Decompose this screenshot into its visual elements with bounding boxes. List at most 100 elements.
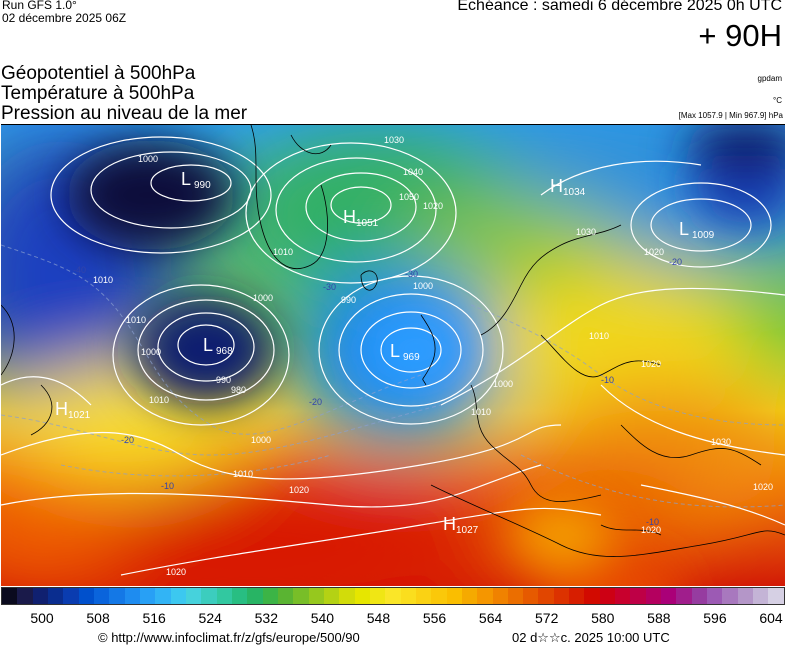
- svg-text:1010: 1010: [149, 395, 169, 405]
- legend-swatch: [645, 588, 662, 604]
- svg-text:1009: 1009: [692, 230, 715, 241]
- legend-swatch: [155, 588, 171, 604]
- legend-swatch: [293, 588, 309, 604]
- pressure-system: H 1051: [343, 207, 379, 229]
- svg-text:1010: 1010: [471, 407, 491, 417]
- legend-tick-label: 516: [142, 610, 166, 626]
- weather-map[interactable]: L 990 H 1051 H 1034 L 1009 L 968 L 969 H 1021 H…: [1, 124, 785, 586]
- svg-text:1020: 1020: [423, 201, 443, 211]
- pressure-systems: L 990 H 1051 H 1034 L 1009 L 968 L 969 H 1021 H…: [55, 169, 715, 536]
- legend-tick-label: 508: [86, 610, 110, 626]
- svg-text:-10: -10: [601, 375, 614, 385]
- isobar-labels: 1000 1010 1030 1040 1050 1030 1020 1010 …: [93, 135, 773, 577]
- legend-swatch: [400, 588, 416, 604]
- svg-text:1000: 1000: [493, 379, 513, 389]
- pressure-system: H 1021: [55, 399, 91, 421]
- legend-swatch: [109, 588, 125, 604]
- legend-swatch: [523, 588, 539, 604]
- legend-swatch: [446, 588, 462, 604]
- legend-swatch: [584, 588, 600, 604]
- svg-text:968: 968: [216, 346, 233, 357]
- svg-text:H: H: [343, 207, 356, 227]
- legend-swatch: [507, 588, 524, 604]
- run-label: Run GFS 1.0°: [2, 0, 77, 12]
- legend-swatch: [707, 588, 723, 604]
- legend-swatch: [139, 588, 156, 604]
- legend-swatch: [553, 588, 570, 604]
- legend-swatch: [231, 588, 248, 604]
- svg-text:990: 990: [216, 375, 231, 385]
- pressure-system: L 968: [203, 335, 233, 357]
- svg-text:1030: 1030: [576, 227, 596, 237]
- legend-swatch: [630, 588, 646, 604]
- legend-swatch: [753, 588, 769, 604]
- legend-tick-label: 588: [647, 610, 671, 626]
- svg-text:L: L: [390, 341, 400, 361]
- legend-tick-label: 556: [422, 610, 447, 626]
- svg-text:-10: -10: [646, 517, 659, 527]
- svg-text:-30: -30: [405, 269, 418, 279]
- legend-swatch: [691, 588, 708, 604]
- geopotential-field: [1, 125, 785, 586]
- legend-tick-label: 564: [478, 610, 503, 626]
- svg-text:-40: -40: [73, 265, 86, 275]
- temperature-labels: -40 -30 -20 -20 -30 -20 -10 -10 -10: [73, 257, 682, 527]
- legend-swatch: [63, 588, 79, 604]
- legend-tick-label: 500: [30, 610, 54, 626]
- legend-swatch: [722, 588, 738, 604]
- issue-time: 02 d☆☆c. 2025 10:00 UTC: [512, 630, 670, 645]
- svg-text:L: L: [679, 219, 689, 239]
- legend-swatch: [737, 588, 754, 604]
- svg-text:1050: 1050: [399, 192, 419, 202]
- legend-swatch: [385, 588, 401, 604]
- svg-text:1027: 1027: [456, 525, 479, 536]
- legend-swatch: [599, 588, 616, 604]
- legend-swatch: [339, 588, 355, 604]
- svg-text:1020: 1020: [166, 567, 186, 577]
- svg-text:1010: 1010: [233, 469, 253, 479]
- svg-text:-20: -20: [669, 257, 682, 267]
- svg-text:1020: 1020: [641, 359, 661, 369]
- isobars: [1, 136, 785, 576]
- pressure-system: L 990: [181, 169, 211, 191]
- pressure-minmax: [Max 1057.9 | Min 967.9] hPa: [678, 111, 783, 120]
- legend-swatch: [477, 588, 493, 604]
- svg-text:1021: 1021: [68, 410, 91, 421]
- svg-text:-30: -30: [323, 282, 336, 292]
- legend-swatch: [369, 588, 386, 604]
- legend-swatch: [32, 588, 48, 604]
- legend-colorbar: [1, 587, 785, 605]
- legend-swatch: [354, 588, 370, 604]
- legend-swatch: [216, 588, 232, 604]
- svg-text:-20: -20: [121, 435, 134, 445]
- legend-swatch: [569, 588, 585, 604]
- svg-text:1020: 1020: [289, 485, 309, 495]
- svg-text:1000: 1000: [251, 435, 271, 445]
- svg-text:-20: -20: [309, 397, 322, 407]
- pressure-system: H 1027: [443, 514, 479, 536]
- svg-text:H: H: [550, 176, 563, 196]
- svg-text:1051: 1051: [356, 218, 379, 229]
- copyright-link[interactable]: © http://www.infoclimat.fr/z/gfs/europe/…: [98, 630, 360, 645]
- legend-swatch: [277, 588, 294, 604]
- svg-text:1010: 1010: [273, 247, 293, 257]
- svg-text:980: 980: [231, 385, 246, 395]
- legend-tick-label: 548: [366, 610, 391, 626]
- legend-swatch: [461, 588, 478, 604]
- legend-swatch: [247, 588, 263, 604]
- legend-swatch: [661, 588, 677, 604]
- svg-text:1000: 1000: [138, 154, 158, 164]
- svg-text:1000: 1000: [413, 281, 433, 291]
- legend-swatch: [492, 588, 508, 604]
- units-temperature: °C: [773, 96, 782, 105]
- weather-map-svg: L 990 H 1051 H 1034 L 1009 L 968 L 969 H 1021 H…: [1, 125, 785, 586]
- svg-text:H: H: [55, 399, 68, 419]
- svg-text:1040: 1040: [403, 167, 423, 177]
- svg-text:1030: 1030: [384, 135, 404, 145]
- legend-swatch: [201, 588, 217, 604]
- svg-text:1010: 1010: [126, 315, 146, 325]
- svg-text:-10: -10: [161, 481, 174, 491]
- legend-tick-label: 604: [759, 610, 783, 626]
- legend-tick-label: 532: [254, 610, 278, 626]
- pressure-system: H 1034: [550, 176, 586, 198]
